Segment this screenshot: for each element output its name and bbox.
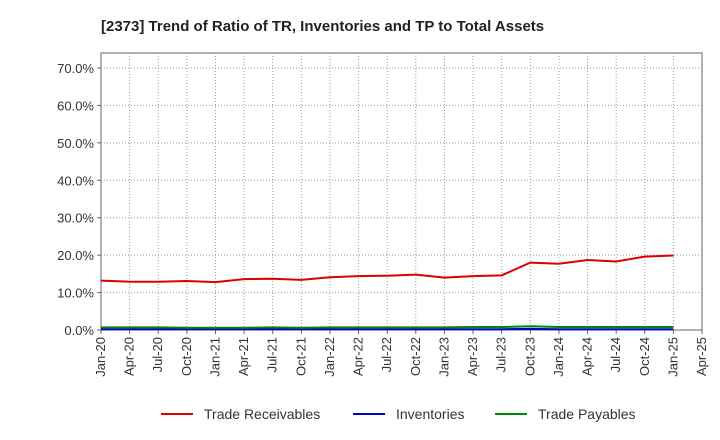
y-tick-label: 30.0% — [57, 211, 94, 226]
legend: Trade Receivables Inventories Trade Payabl… — [161, 406, 636, 422]
y-tick-label: 20.0% — [57, 248, 94, 263]
plot-area — [100, 52, 703, 331]
x-tick-label: Apr-23 — [465, 337, 480, 376]
x-tick-label: Jul-20 — [150, 337, 165, 372]
y-tick-label: 40.0% — [57, 173, 94, 188]
y-tick-label: 60.0% — [57, 98, 94, 113]
x-tick-label: Jan-22 — [322, 337, 337, 377]
x-tick-label: Jul-22 — [379, 337, 394, 372]
x-tick-label: Apr-24 — [580, 337, 595, 376]
x-tick-label: Apr-22 — [351, 337, 366, 376]
x-tick-label: Jan-23 — [436, 337, 451, 377]
x-tick-label: Jul-23 — [494, 337, 509, 372]
x-tick-label: Apr-25 — [694, 337, 709, 376]
x-tick-label: Jul-24 — [608, 337, 623, 372]
y-tick-label: 50.0% — [57, 136, 94, 151]
x-tick-label: Jan-20 — [93, 337, 108, 377]
x-tick-label: Oct-24 — [637, 337, 652, 376]
x-tick-label: Jan-25 — [665, 337, 680, 377]
y-tick-label: 70.0% — [57, 61, 94, 76]
x-tick-label: Jan-24 — [551, 337, 566, 377]
x-axis: Jan-20 Apr-20 Jul-20 Oct-20 Jan-21 Apr-21 Jul-… — [93, 330, 709, 377]
x-tick-label: Oct-22 — [408, 337, 423, 376]
y-axis: 0.0% 10.0% 20.0% 30.0% 40.0% 50.0% 60.0% 70.0% — [57, 61, 101, 338]
gridlines — [101, 53, 702, 330]
y-tick-label: 0.0% — [64, 323, 94, 338]
series-lines — [100, 254, 674, 331]
y-tick-label: 10.0% — [57, 286, 94, 301]
x-tick-label: Jan-21 — [207, 337, 222, 377]
x-tick-label: Jul-21 — [265, 337, 280, 372]
legend-label: Trade Receivables — [204, 406, 320, 422]
x-tick-label: Apr-20 — [122, 337, 137, 376]
legend-label: Inventories — [396, 406, 464, 422]
legend-label: Trade Payables — [538, 406, 636, 422]
x-tick-label: Oct-21 — [293, 337, 308, 376]
chart-title: [2373] Trend of Ratio of TR, Inventories… — [101, 18, 544, 35]
x-tick-label: Apr-21 — [236, 337, 251, 376]
series-line — [101, 325, 674, 329]
x-tick-label: Oct-20 — [179, 337, 194, 376]
series-line — [100, 254, 674, 284]
x-tick-label: Oct-23 — [522, 337, 537, 376]
